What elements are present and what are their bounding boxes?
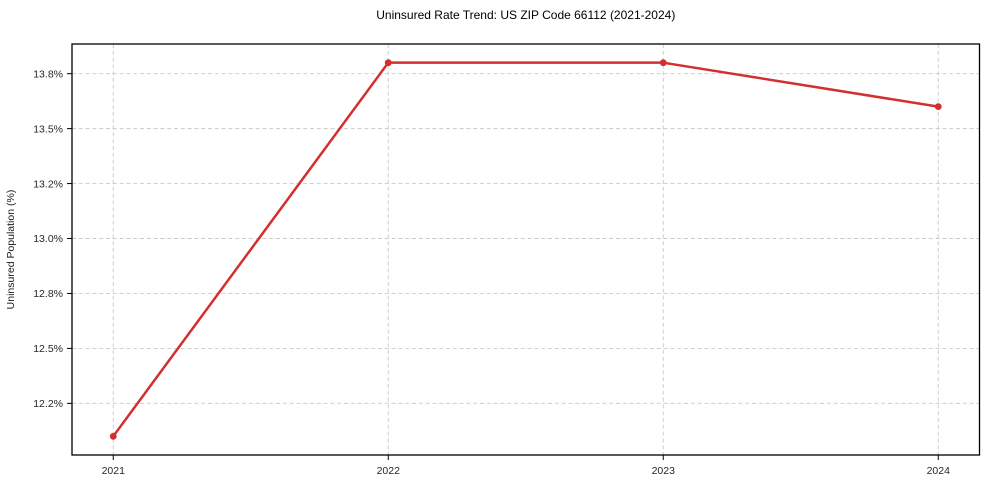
plot-border <box>71 43 981 456</box>
x-tick-label: 2021 <box>102 465 126 477</box>
x-tick-label: 2023 <box>652 465 676 477</box>
y-axis-label: Uninsured Population (%) <box>5 190 17 310</box>
y-tick-label: 12.5% <box>33 343 63 355</box>
data-point-marker <box>934 103 942 111</box>
trend-line <box>112 61 940 438</box>
y-tick-label: 13.5% <box>33 123 63 135</box>
data-point-marker <box>384 59 392 67</box>
data-point-marker <box>109 432 117 440</box>
y-tick-label: 13.8% <box>33 68 63 80</box>
axes-layer <box>67 43 981 460</box>
y-tick-label: 13.0% <box>33 233 63 245</box>
y-tick-label: 12.8% <box>33 288 63 300</box>
gridlines-layer <box>72 44 980 455</box>
y-tick-label: 12.2% <box>33 398 63 410</box>
x-tick-label: 2024 <box>927 465 951 477</box>
tick-labels-layer: 12.2% 12.5% 12.8% 13.0% 13.2% 13.5% 13.8% 2021 2… <box>33 68 950 477</box>
y-tick-label: 13.2% <box>33 178 63 190</box>
chart-title: Uninsured Rate Trend: US ZIP Code 66112 … <box>376 8 675 22</box>
data-point-marker <box>659 59 667 67</box>
x-tick-label: 2022 <box>377 465 401 477</box>
series-layer <box>109 59 942 440</box>
